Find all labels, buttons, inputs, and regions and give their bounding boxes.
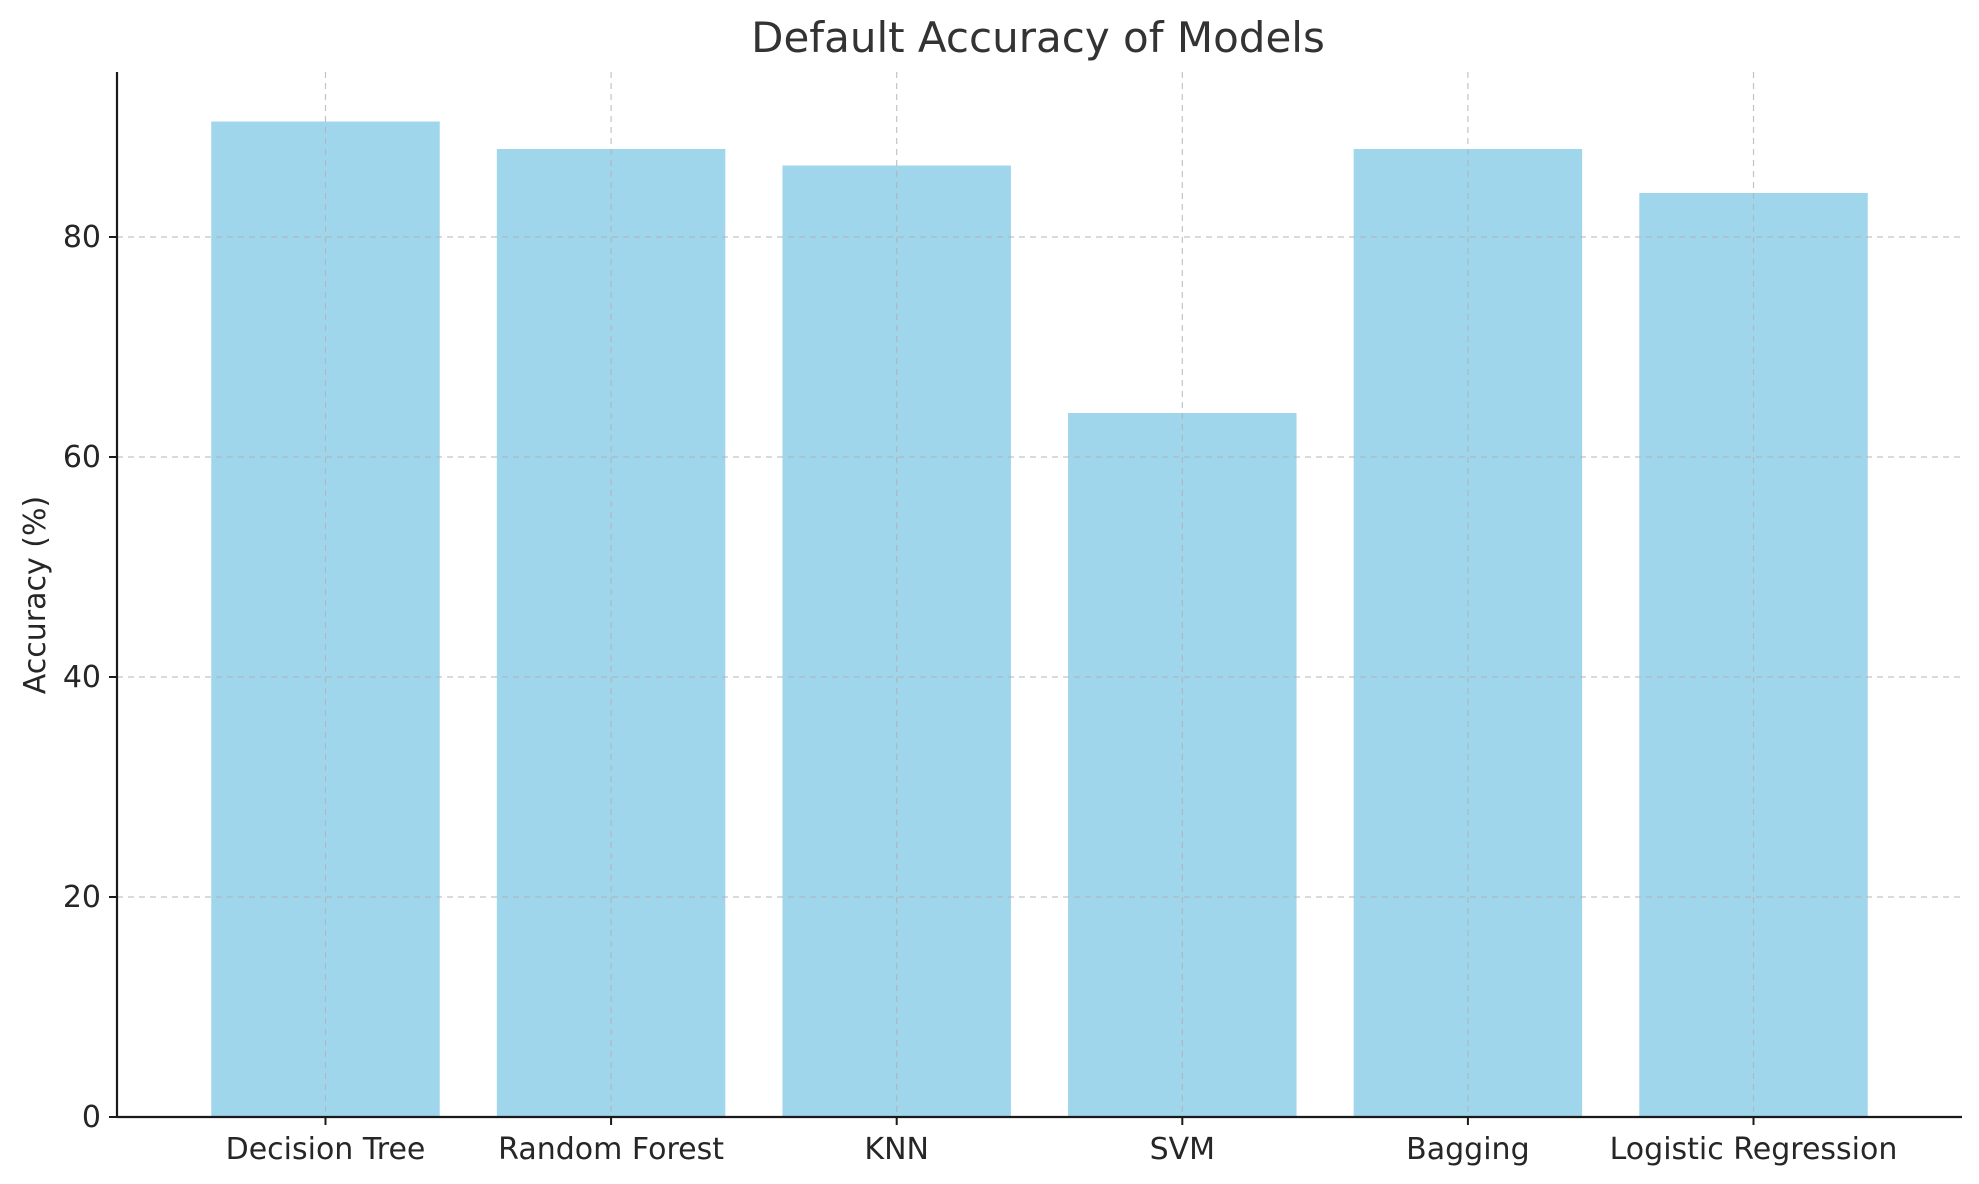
y-tick-label: 80 — [63, 220, 101, 255]
x-tick-label: SVM — [1150, 1132, 1215, 1167]
x-tick-label: Logistic Regression — [1610, 1132, 1898, 1167]
bars-layer — [211, 121, 1868, 1117]
x-tick-label: Decision Tree — [226, 1132, 426, 1167]
y-tick-label: 20 — [63, 880, 101, 915]
y-axis-label: Accuracy (%) — [18, 496, 53, 694]
grid-layer — [117, 72, 1962, 1117]
y-tick-label: 60 — [63, 440, 101, 475]
y-tick-label: 0 — [82, 1100, 101, 1135]
x-tick-label: KNN — [864, 1132, 929, 1167]
y-tick-label: 40 — [63, 660, 101, 695]
bar-knn — [782, 165, 1011, 1117]
axes-layer — [115, 72, 1962, 1119]
bar-decision-tree — [211, 121, 440, 1117]
x-tick-label: Bagging — [1406, 1132, 1529, 1167]
x-tick-label: Random Forest — [498, 1132, 724, 1167]
chart-title: Default Accuracy of Models — [751, 13, 1325, 62]
ticks-layer: 0 20 40 60 80 Decision Tree Random Forest KNN SV… — [63, 220, 1898, 1167]
